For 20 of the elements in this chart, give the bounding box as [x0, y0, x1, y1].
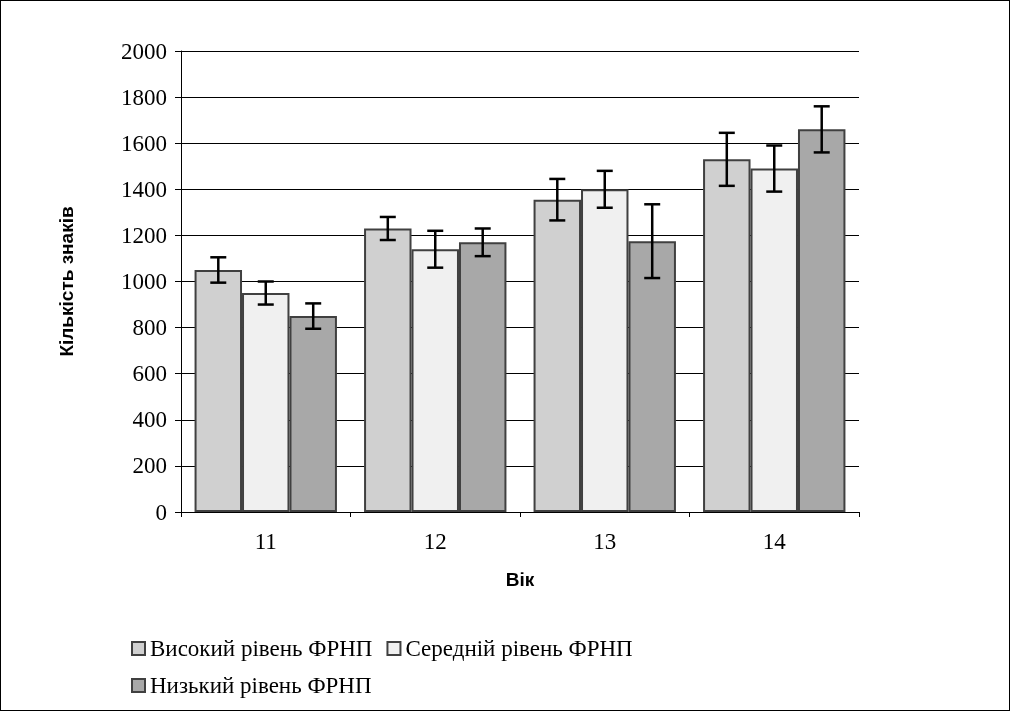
y-tick-label: 0 [155, 499, 167, 525]
y-tick-label: 400 [132, 407, 167, 433]
x-tick-label: 12 [423, 529, 447, 554]
legend-label: Середній рівень ФРНП [405, 636, 633, 661]
legend-label: Низький рівень ФРНП [150, 673, 372, 698]
x-tick-label: 13 [593, 529, 617, 554]
x-tick-label: 14 [762, 529, 787, 554]
x-tick-label: 11 [254, 529, 277, 554]
y-tick-label: 1000 [121, 269, 167, 294]
y-tick-label: 200 [132, 453, 167, 479]
y-tick-label: 1800 [121, 84, 167, 110]
y-tick-label: 2000 [121, 38, 167, 64]
y-axis-title: Кількість знаків [56, 206, 77, 357]
y-tick-label: 1600 [121, 130, 167, 156]
y-tick-label: 1200 [121, 222, 167, 248]
y-tick-label: 800 [132, 315, 167, 341]
legend-label: Високий рівень ФРНП [150, 636, 373, 661]
x-axis-title: Вік [505, 569, 535, 590]
y-tick-label: 1400 [121, 176, 167, 202]
y-tick-label: 600 [132, 361, 167, 387]
